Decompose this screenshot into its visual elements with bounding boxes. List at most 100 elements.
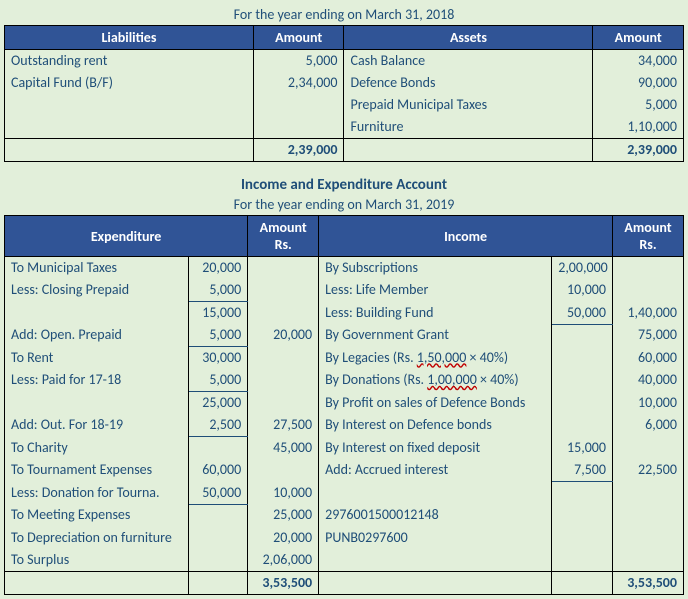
inc-label: By Donations (Rs. 1,00,000 × 40%) [319,369,552,392]
exp-label: Add: Open. Prepaid [5,324,189,347]
inc-label: By Interest on fixed deposit [319,437,552,460]
inc-amt [613,527,684,549]
liab-total: 2,39,000 [253,139,344,162]
inc-sub: 15,000 [552,437,613,460]
exp-amt [248,302,319,325]
asset-label: Defence Bonds [344,72,593,94]
liab-amt [253,116,344,139]
inc-label: Add: Accrued interest [319,459,552,482]
asset-total: 2,39,000 [593,139,684,162]
exp-label [5,302,189,325]
inc-amt [613,482,684,505]
balance-sheet-table: Liabilities Amount Assets Amount Outstan… [4,25,684,162]
col-amount-left: Amount [253,26,344,50]
inc-label: By Interest on Defence bonds [319,414,552,437]
inc-label: By Subscriptions [319,257,552,280]
inc-amt [613,257,684,280]
exp-amt: 10,000 [248,482,319,505]
col-amount-inc: Amount Rs. [613,216,684,257]
inc-sub [552,324,613,347]
asset-label: Prepaid Municipal Taxes [344,94,593,116]
exp-sub [189,504,248,527]
exp-sub [189,549,248,572]
exp-label: To Surplus [5,549,189,572]
col-expenditure: Expenditure [5,216,248,257]
liab-label [5,116,254,139]
inc-sub [552,414,613,437]
exp-amt: 2,06,000 [248,549,319,572]
inc-label [319,549,552,572]
total-spacer [552,571,613,594]
inc-amt: 6,000 [613,414,684,437]
inc-label: By Government Grant [319,324,552,347]
inc-sub: 10,000 [552,279,613,302]
inc-label: PUNB0297600 [319,527,552,549]
total-spacer [5,139,254,162]
col-income: Income [319,216,613,257]
exp-sub: 20,000 [189,257,248,280]
exp-label: To Depreciation on furniture [5,527,189,549]
inc-label: Less: Life Member [319,279,552,302]
exp-label: Less: Paid for 17-18 [5,369,189,392]
inc-amt [613,279,684,302]
inc-sub [552,549,613,572]
exp-label: To Charity [5,437,189,460]
inc-label: By Legacies (Rs. 1,50,000 × 40%) [319,347,552,370]
exp-label: To Meeting Expenses [5,504,189,527]
balance-sheet-period: For the year ending on March 31, 2018 [4,4,684,25]
exp-amt: 27,500 [248,414,319,437]
exp-label: Add: Out. For 18-19 [5,414,189,437]
asset-label: Cash Balance [344,50,593,73]
inc-total: 3,53,500 [613,571,684,594]
total-spacer [319,571,552,594]
inc-amt: 75,000 [613,324,684,347]
total-spacer [344,139,593,162]
exp-total: 3,53,500 [248,571,319,594]
exp-sub [189,527,248,549]
asset-amt: 5,000 [593,94,684,116]
exp-amt [248,369,319,392]
liab-amt [253,94,344,116]
exp-amt [248,347,319,370]
inc-amt [613,437,684,460]
inc-amt: 1,40,000 [613,302,684,325]
exp-label: To Tournament Expenses [5,459,189,482]
inc-sub [552,504,613,527]
exp-sub: 5,000 [189,279,248,302]
inc-sub: 2,00,000 [552,257,613,280]
income-expenditure-table: Expenditure Amount Rs. Income Amount Rs.… [4,215,684,595]
exp-sub: 5,000 [189,369,248,392]
liab-label: Capital Fund (B/F) [5,72,254,94]
inc-amt: 40,000 [613,369,684,392]
inc-sub [552,527,613,549]
total-spacer [5,571,189,594]
exp-label: Less: Donation for Tourna. [5,482,189,505]
inc-amt [613,504,684,527]
exp-sub: 2,500 [189,414,248,437]
exp-amt: 45,000 [248,437,319,460]
asset-amt: 34,000 [593,50,684,73]
inc-label: 2976001500012148 [319,504,552,527]
liab-label: Outstanding rent [5,50,254,73]
inc-amt: 10,000 [613,392,684,415]
exp-amt: 20,000 [248,324,319,347]
exp-label: Less: Closing Prepaid [5,279,189,302]
inc-sub [552,482,613,505]
inc-sub: 50,000 [552,302,613,325]
inc-amt [613,549,684,572]
col-amount-exp: Amount Rs. [248,216,319,257]
exp-sub: 25,000 [189,392,248,415]
inc-amt: 60,000 [613,347,684,370]
inc-sub [552,369,613,392]
total-spacer [189,571,248,594]
exp-amt: 25,000 [248,504,319,527]
ie-period: For the year ending on March 31, 2019 [4,194,684,215]
liab-label [5,94,254,116]
exp-label: To Municipal Taxes [5,257,189,280]
inc-label: By Profit on sales of Defence Bonds [319,392,552,415]
exp-sub: 30,000 [189,347,248,370]
liab-amt: 2,34,000 [253,72,344,94]
exp-label [5,392,189,415]
exp-sub: 5,000 [189,324,248,347]
exp-amt [248,459,319,482]
